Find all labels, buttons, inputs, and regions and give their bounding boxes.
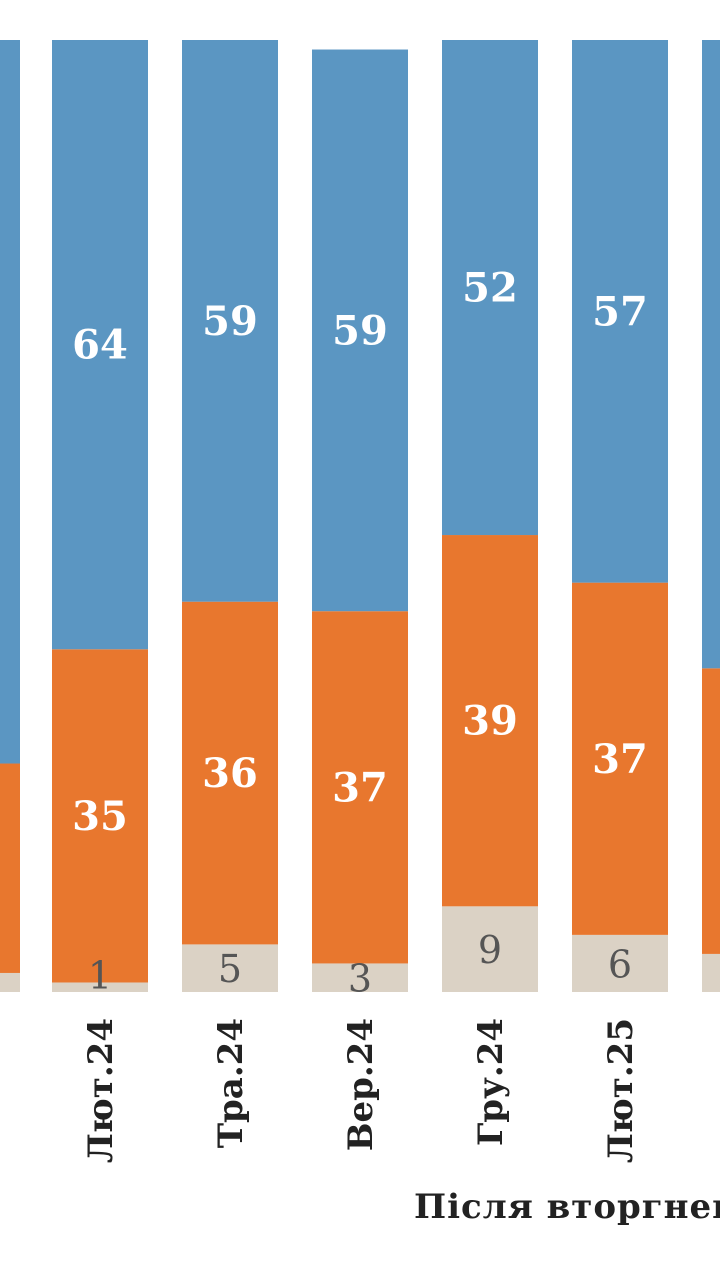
bar-segment-1-0 xyxy=(52,982,148,992)
bar-segment-4-2 xyxy=(442,40,538,536)
x-tick-label-3: Вер.24 xyxy=(341,1018,381,1151)
value-label-5-0: 6 xyxy=(608,942,632,986)
value-label-3-0: 3 xyxy=(348,957,372,1001)
x-tick-label-4: Гру.24 xyxy=(471,1018,511,1146)
bar-segment-2-0 xyxy=(182,944,278,992)
bar-segment-0-0 xyxy=(0,972,20,992)
value-label-4-2: 52 xyxy=(462,265,518,312)
value-label-3-2: 59 xyxy=(332,307,388,354)
value-label-3-1: 37 xyxy=(332,764,388,811)
value-label-2-2: 59 xyxy=(202,298,258,345)
bar-segment-2-1 xyxy=(182,601,278,945)
value-label-2-1: 36 xyxy=(202,750,258,797)
x-tick-label-5: Лют.25 xyxy=(601,1018,641,1163)
value-labels-layer: 1 35 64 5 36 59 3 37 59 9 39 52 6 37 57 xyxy=(72,265,648,1001)
bar-segment-3-2 xyxy=(312,49,408,612)
value-label-1-1: 35 xyxy=(72,793,128,840)
value-label-1-0: 1 xyxy=(88,953,112,997)
value-label-4-0: 9 xyxy=(478,928,502,972)
bar-segment-1-2 xyxy=(52,40,148,650)
value-label-1-2: 64 xyxy=(72,322,128,369)
bar-segment-6-0 xyxy=(702,953,720,992)
bar-segment-6-1 xyxy=(702,668,720,954)
bar-segment-6-2 xyxy=(702,40,720,669)
bar-segment-1-1 xyxy=(52,649,148,983)
bar-segment-5-0 xyxy=(572,934,668,992)
bar-segment-0-2 xyxy=(0,40,20,764)
bar-segment-4-1 xyxy=(442,535,538,907)
bar-segment-3-1 xyxy=(312,611,408,964)
bars-layer xyxy=(0,40,720,992)
x-tick-labels-layer: Лют.24 Тра.24 Вер.24 Гру.24 Лют.25 xyxy=(81,1018,641,1163)
bar-segment-2-2 xyxy=(182,40,278,602)
bar-segment-0-1 xyxy=(0,763,20,973)
value-label-4-1: 39 xyxy=(462,698,518,745)
bar-segment-4-0 xyxy=(442,906,538,992)
x-tick-label-2: Тра.24 xyxy=(211,1018,251,1148)
bar-segment-5-1 xyxy=(572,582,668,935)
x-axis-label: Після вторгнен xyxy=(414,1187,720,1227)
bar-segment-5-2 xyxy=(572,40,668,583)
bar-segment-3-0 xyxy=(312,963,408,992)
x-tick-label-1: Лют.24 xyxy=(81,1018,121,1163)
value-label-2-0: 5 xyxy=(218,947,242,991)
value-label-5-1: 37 xyxy=(592,736,648,783)
value-label-5-2: 57 xyxy=(592,288,648,335)
